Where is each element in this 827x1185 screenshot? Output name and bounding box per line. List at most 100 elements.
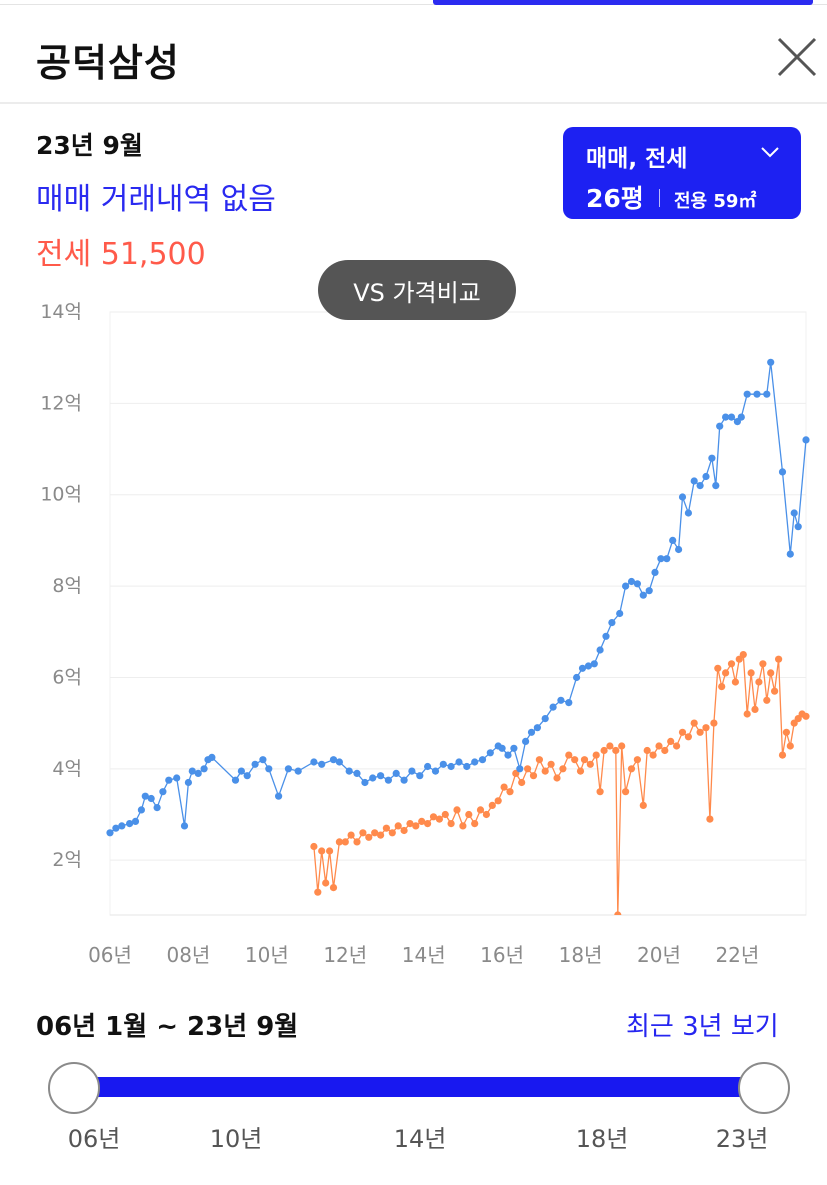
data-point[interactable] [335, 838, 343, 846]
data-point[interactable] [684, 733, 693, 741]
data-point[interactable] [353, 769, 361, 777]
data-point[interactable] [126, 820, 134, 828]
slider-end-handle[interactable] [738, 1062, 790, 1114]
data-point[interactable] [439, 760, 447, 768]
data-point[interactable] [727, 660, 736, 668]
data-point[interactable] [516, 765, 524, 773]
data-point[interactable] [329, 756, 338, 764]
close-button[interactable] [776, 36, 818, 78]
data-point[interactable] [314, 888, 322, 896]
data-point[interactable] [353, 838, 361, 846]
data-point[interactable] [622, 788, 630, 796]
data-point[interactable] [722, 669, 730, 677]
data-point[interactable] [478, 756, 487, 764]
data-point[interactable] [173, 774, 181, 782]
data-point[interactable] [549, 703, 557, 711]
data-point[interactable] [424, 762, 432, 771]
data-point[interactable] [435, 815, 443, 823]
data-point[interactable] [329, 884, 338, 892]
data-point[interactable] [547, 760, 555, 768]
data-point[interactable] [767, 669, 775, 677]
data-point[interactable] [678, 493, 687, 501]
data-point[interactable] [345, 767, 353, 775]
data-point[interactable] [763, 696, 771, 704]
trade-type-area-select[interactable]: 매매, 전세 26평 전용 59㎡ [563, 127, 801, 219]
data-point[interactable] [424, 820, 432, 828]
data-point[interactable] [667, 737, 675, 745]
data-point[interactable] [578, 664, 587, 672]
data-point[interactable] [500, 783, 508, 791]
data-point[interactable] [471, 758, 479, 766]
data-point[interactable] [237, 767, 245, 775]
data-point[interactable] [180, 822, 189, 830]
slider-start-handle[interactable] [48, 1062, 100, 1114]
data-point[interactable] [794, 523, 802, 531]
data-point[interactable] [608, 619, 616, 627]
data-point[interactable] [790, 509, 798, 517]
period-range-slider[interactable]: 06년 10년 14년 18년 23년 [0, 1055, 827, 1165]
data-point[interactable] [557, 696, 565, 704]
data-point[interactable] [184, 778, 192, 787]
data-point[interactable] [112, 824, 120, 832]
data-point[interactable] [643, 746, 651, 755]
data-point[interactable] [259, 756, 267, 764]
data-point[interactable] [369, 774, 377, 782]
data-point[interactable] [486, 749, 494, 757]
data-point[interactable] [690, 719, 698, 727]
data-point[interactable] [322, 879, 330, 887]
data-point[interactable] [137, 806, 145, 814]
data-point[interactable] [649, 751, 657, 759]
data-point[interactable] [675, 545, 683, 554]
data-point[interactable] [465, 810, 473, 819]
data-point[interactable] [565, 699, 573, 707]
data-point[interactable] [504, 751, 512, 759]
data-point[interactable] [633, 756, 642, 764]
data-point[interactable] [786, 742, 794, 750]
data-point[interactable] [618, 742, 626, 750]
data-point[interactable] [382, 824, 390, 832]
data-point[interactable] [416, 772, 424, 780]
data-point[interactable] [802, 712, 810, 720]
data-point[interactable] [702, 472, 710, 481]
data-point[interactable] [494, 797, 502, 805]
data-point[interactable] [284, 765, 292, 773]
data-point[interactable] [737, 413, 745, 421]
data-point[interactable] [118, 822, 126, 830]
data-point[interactable] [759, 660, 767, 668]
data-point[interactable] [498, 744, 506, 752]
data-point[interactable] [690, 477, 698, 485]
data-point[interactable] [359, 829, 367, 837]
data-point[interactable] [326, 847, 334, 855]
data-point[interactable] [147, 794, 155, 803]
data-point[interactable] [165, 776, 173, 784]
data-point[interactable] [341, 838, 349, 846]
data-point[interactable] [453, 806, 461, 814]
data-point[interactable] [590, 660, 598, 668]
data-point[interactable] [612, 746, 620, 755]
data-point[interactable] [606, 742, 614, 750]
data-point[interactable] [365, 833, 373, 841]
data-point[interactable] [318, 760, 326, 768]
data-point[interactable] [727, 413, 736, 421]
data-point[interactable] [347, 831, 355, 839]
data-point[interactable] [592, 751, 600, 759]
data-point[interactable] [106, 829, 114, 837]
data-point[interactable] [141, 792, 149, 800]
data-point[interactable] [524, 765, 532, 773]
data-point[interactable] [541, 767, 549, 775]
data-point[interactable] [712, 482, 720, 490]
data-point[interactable] [669, 536, 677, 544]
data-point[interactable] [596, 788, 604, 796]
data-point[interactable] [702, 724, 710, 732]
data-point[interactable] [696, 728, 704, 736]
data-point[interactable] [716, 422, 724, 430]
data-point[interactable] [684, 509, 693, 517]
data-point[interactable] [408, 767, 416, 775]
data-point[interactable] [714, 664, 722, 672]
data-point[interactable] [645, 587, 653, 595]
data-point[interactable] [775, 655, 783, 663]
data-point[interactable] [459, 822, 467, 830]
data-point[interactable] [318, 847, 326, 855]
data-point[interactable] [602, 632, 610, 640]
data-point[interactable] [406, 820, 414, 828]
